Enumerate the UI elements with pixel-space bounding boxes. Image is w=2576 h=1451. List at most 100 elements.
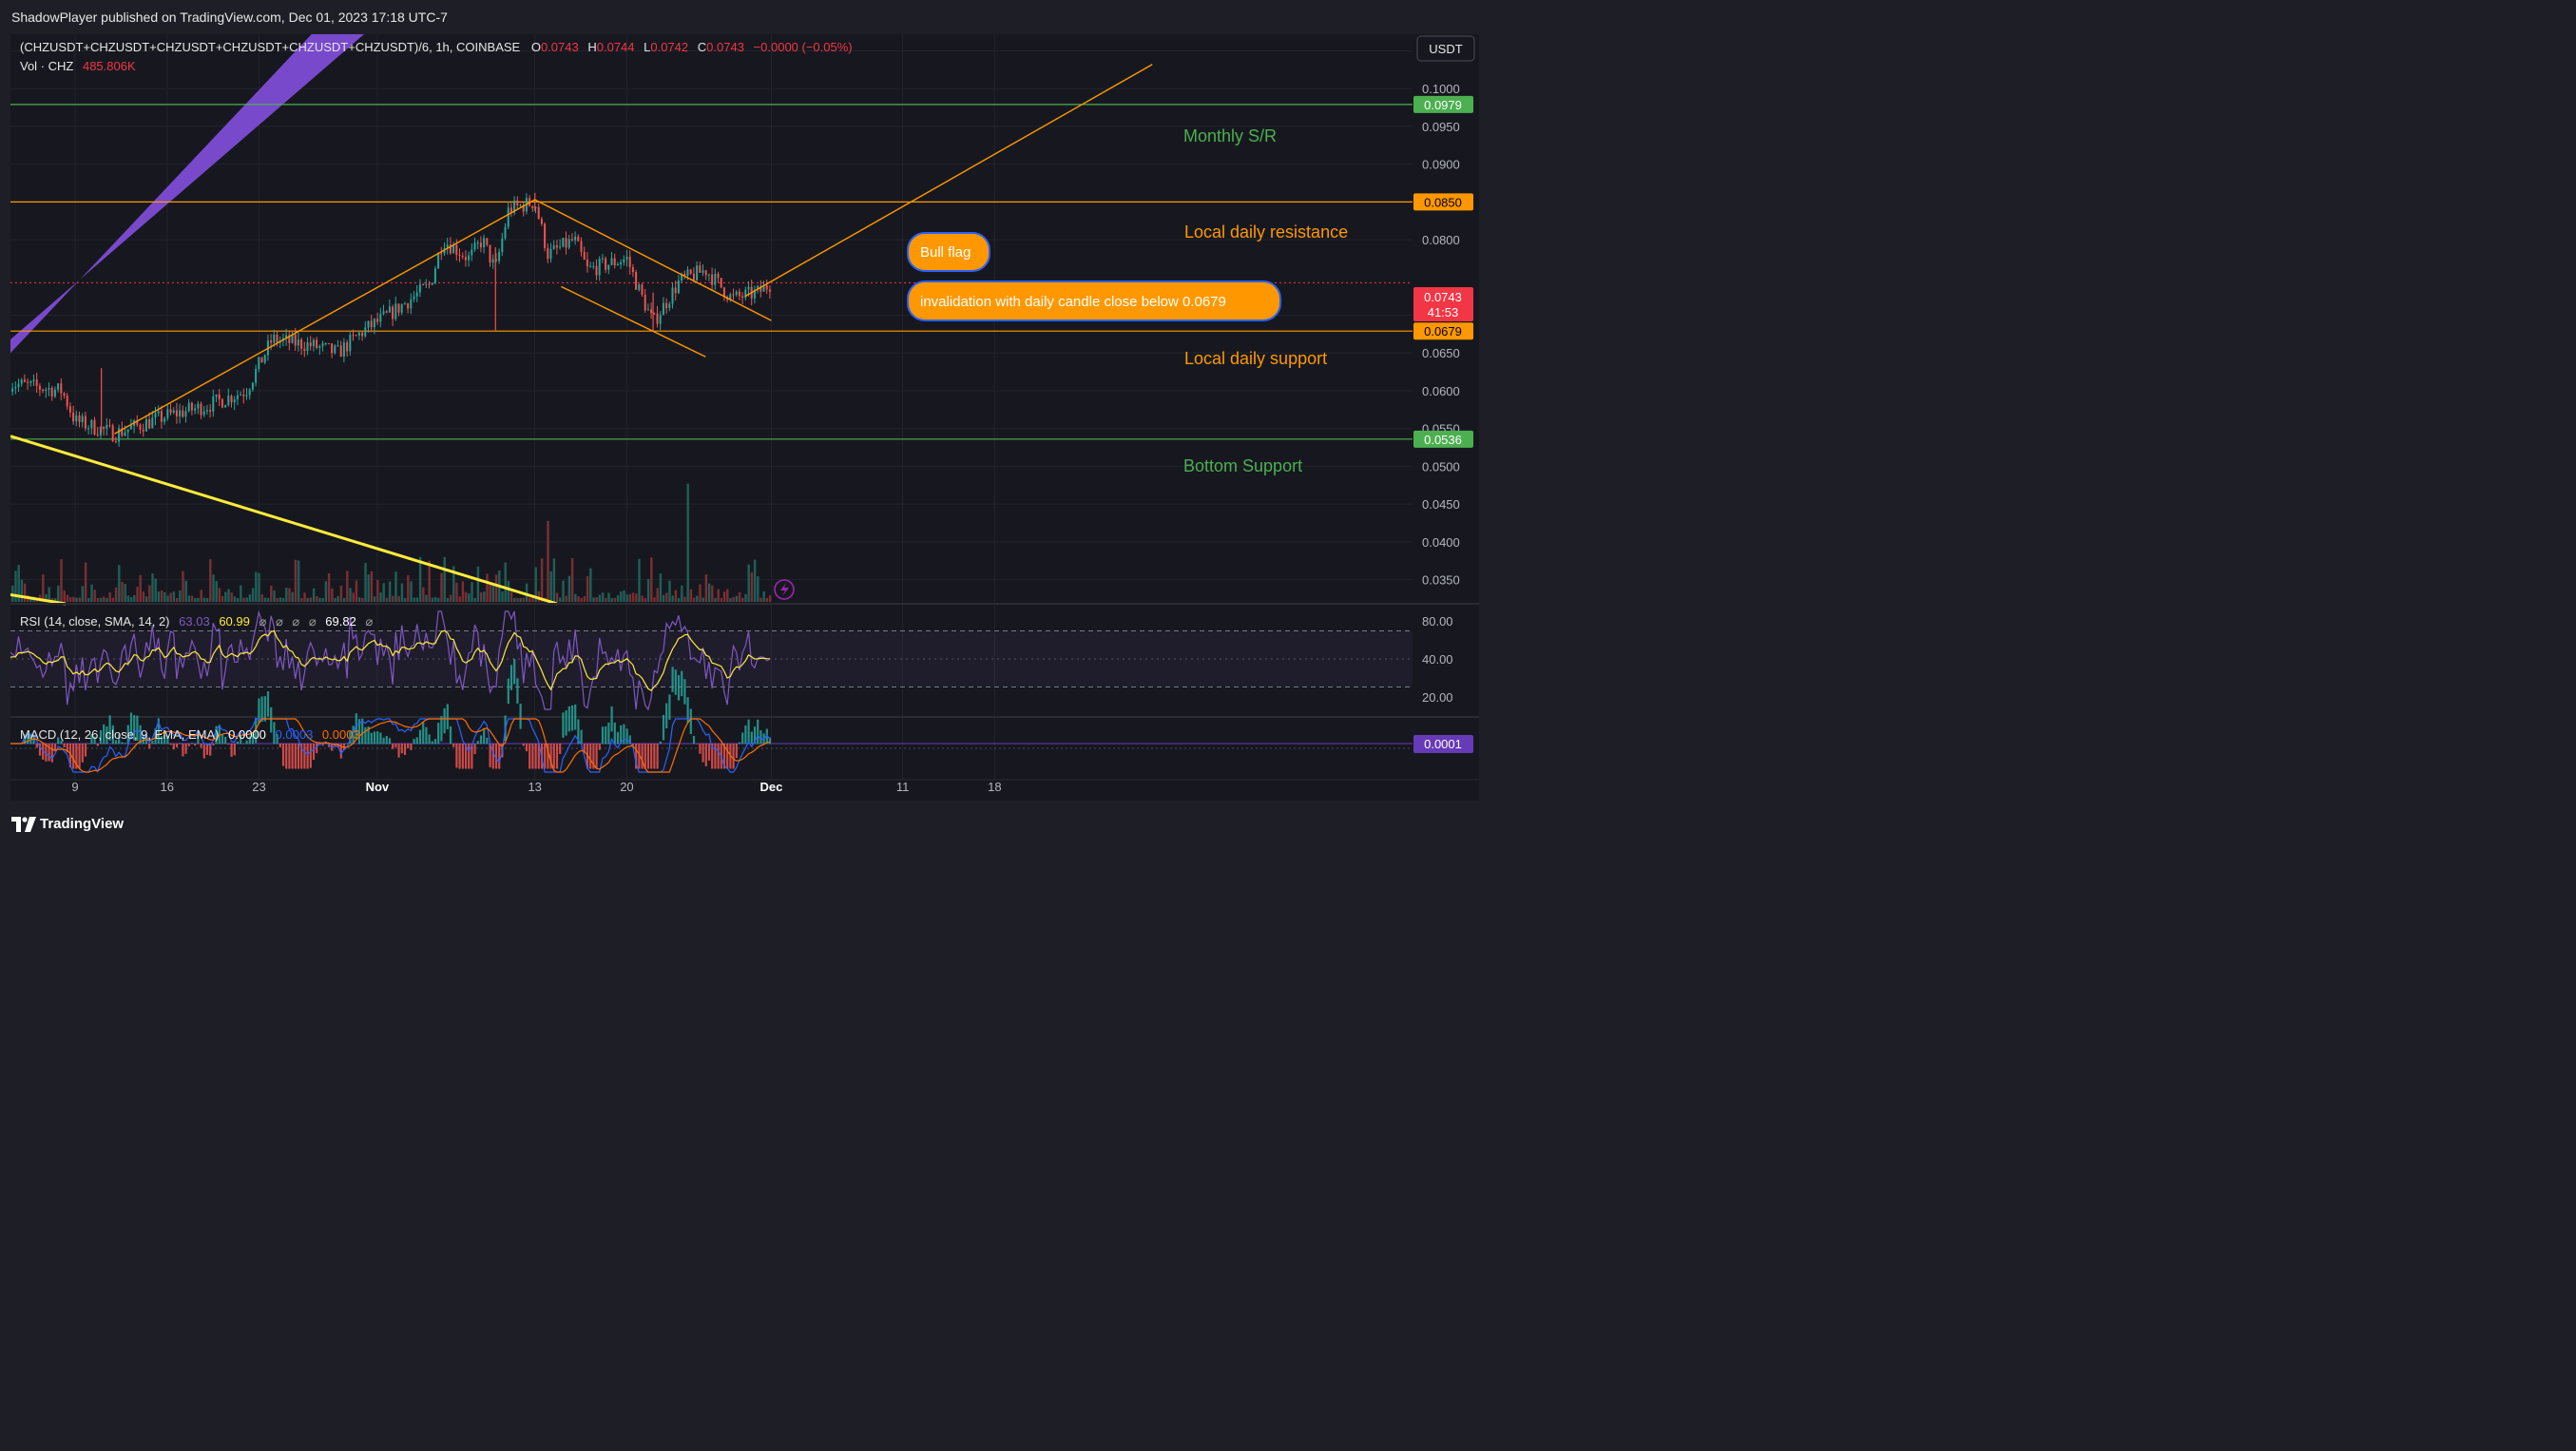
- candle-body: [276, 334, 279, 343]
- candle-body: [509, 207, 512, 213]
- downtrend-line-2: [10, 592, 67, 606]
- macd-histogram-bar: [547, 744, 549, 769]
- macd-histogram-bar: [413, 739, 415, 745]
- channel-band: [10, 34, 365, 354]
- macd-histogram-bar: [273, 722, 276, 745]
- macd-histogram-bar: [577, 719, 580, 745]
- volume-bar: [166, 595, 169, 602]
- candle-body: [620, 262, 623, 264]
- volume-bar: [650, 557, 653, 602]
- candle-body: [628, 256, 631, 268]
- volume-bar: [294, 559, 298, 602]
- candle-body: [681, 273, 683, 281]
- volume-bar: [96, 597, 100, 602]
- volume-bar: [762, 590, 765, 602]
- candle-body: [126, 429, 129, 433]
- trendlines[interactable]: [10, 64, 1153, 606]
- volume-bar: [732, 597, 735, 602]
- chart-svg[interactable]: 0.10500.10000.09500.09000.08000.07000.06…: [10, 34, 1479, 801]
- time-tick: 20: [620, 780, 633, 794]
- candle-body: [768, 289, 771, 292]
- volume-bar: [525, 583, 529, 602]
- candle-body: [194, 408, 197, 411]
- time-axis[interactable]: 9 16 23 Nov 13 20 Dec 11 18: [71, 780, 1001, 794]
- publish-header: ShadowPlayer published on TradingView.co…: [0, 0, 1490, 34]
- candle-body: [154, 413, 157, 418]
- currency-button[interactable]: USDT: [1416, 35, 1475, 62]
- candle-body: [385, 311, 388, 313]
- macd-histogram-bar: [172, 744, 175, 750]
- symbol-name[interactable]: (CHZUSDT+CHZUSDT+CHZUSDT+CHZUSDT+CHZUSDT…: [20, 40, 429, 54]
- macd-histogram-bar: [242, 743, 245, 745]
- candle-body: [464, 257, 467, 261]
- candle-body: [230, 396, 233, 403]
- volume-bar: [273, 590, 276, 602]
- macd-histogram-bar: [552, 744, 555, 769]
- candle-body: [540, 219, 543, 224]
- volume-bar: [221, 595, 224, 602]
- macd-histogram-bar: [32, 735, 35, 745]
- volume-bar: [638, 558, 641, 602]
- candle-body: [638, 284, 641, 290]
- volume-bar: [696, 595, 699, 602]
- level-price-box: [1413, 193, 1473, 211]
- volume-bar: [245, 597, 248, 602]
- price-tick: 0.0450: [1422, 497, 1460, 512]
- volume-bar: [644, 597, 647, 602]
- macd-histogram-bar: [99, 729, 103, 745]
- bull-flag-note[interactable]: Bull flag: [907, 232, 990, 272]
- candle-body: [547, 247, 549, 260]
- macd-histogram-bar: [461, 744, 464, 769]
- candle-body: [458, 255, 461, 257]
- volume-bar: [552, 558, 556, 602]
- macd-histogram-bar: [489, 744, 491, 767]
- volume-bar: [562, 580, 565, 602]
- price-tick: 0.0900: [1422, 158, 1460, 172]
- volume-bar: [704, 574, 708, 602]
- macd-histogram-bar: [562, 712, 565, 738]
- macd-histogram-bar: [361, 718, 364, 745]
- lightning-icon[interactable]: [774, 579, 795, 600]
- volume-bar: [87, 597, 90, 602]
- macd-histogram-bar: [240, 735, 242, 745]
- volume-bar: [509, 591, 513, 602]
- volume-bar: [224, 591, 227, 602]
- macd-histogram-bar: [373, 731, 376, 745]
- volume-bar: [124, 584, 126, 602]
- candle-body: [744, 289, 747, 299]
- candle-body: [331, 343, 334, 354]
- macd-histogram-bar: [382, 737, 385, 745]
- macd-histogram-bar: [732, 744, 735, 769]
- macd-histogram-bar: [84, 744, 87, 757]
- candle-body: [489, 244, 491, 262]
- candle-body: [586, 259, 588, 267]
- macd-histogram-bar: [221, 734, 224, 745]
- volume-bar: [501, 591, 504, 602]
- volume-bar: [327, 572, 331, 602]
- candle-body: [175, 410, 178, 416]
- invalidation-note[interactable]: invalidation with daily candle close bel…: [907, 281, 1281, 321]
- volume-bar: [160, 590, 163, 602]
- volume-bar: [93, 590, 96, 602]
- volume-bar: [200, 590, 202, 602]
- tradingview-logo-icon[interactable]: [11, 816, 36, 832]
- candle-body: [741, 296, 744, 299]
- chart-pane[interactable]: 0.10500.10000.09500.09000.08000.07000.06…: [10, 34, 1479, 801]
- candle-body: [677, 281, 680, 294]
- volume-bar: [179, 590, 182, 602]
- rsi-value-2: 60.99: [219, 614, 250, 629]
- footer-brand[interactable]: TradingView: [40, 816, 125, 832]
- candle-body: [498, 252, 501, 261]
- volume-bar: [437, 597, 440, 602]
- macd-histogram-bar: [471, 744, 473, 769]
- candle-body: [142, 429, 144, 432]
- volume-bar: [534, 567, 537, 602]
- volume-bar: [415, 597, 419, 602]
- candle-body: [641, 284, 644, 295]
- candle-body: [169, 409, 172, 414]
- candle-body: [75, 415, 78, 422]
- price-axis[interactable]: [1413, 34, 1479, 780]
- candle-body: [72, 412, 75, 422]
- volume-bar: [699, 584, 702, 602]
- macd-histogram-bar: [692, 735, 696, 745]
